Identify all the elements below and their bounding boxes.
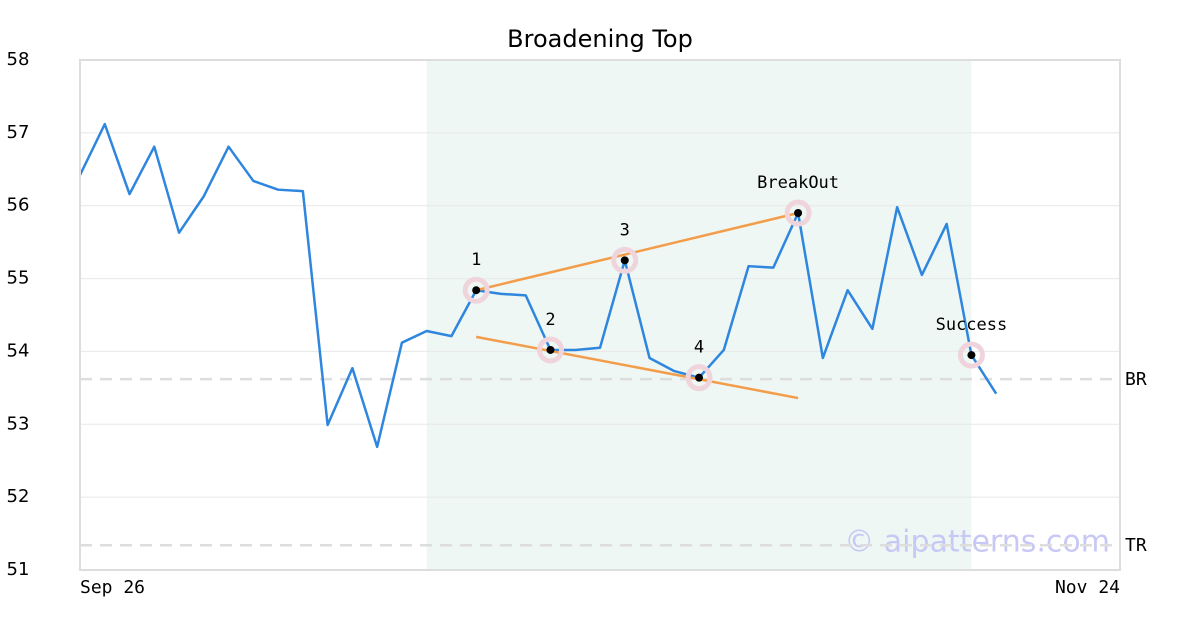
pivot-halo	[536, 336, 564, 364]
pivot-halo	[685, 364, 713, 392]
y-tick-label: 55	[7, 268, 30, 289]
pivot-halo	[611, 246, 639, 274]
ref-line-label: BR	[1125, 369, 1147, 390]
pivot-point	[794, 209, 803, 217]
pivot-label: 4	[694, 338, 704, 358]
pivot-point	[546, 345, 555, 354]
y-tick-label: 51	[7, 559, 30, 580]
pivot-label: BreakOut	[757, 173, 839, 193]
watermark: © aipatterns.com	[844, 525, 1110, 560]
pivot-halo	[784, 199, 812, 227]
x-tick-label: Nov 24	[1055, 577, 1120, 598]
y-tick-label: 52	[7, 486, 30, 507]
pivot-halo	[462, 276, 490, 304]
pivot-point	[695, 373, 704, 382]
pivot-point	[620, 256, 629, 265]
chart-title: Broadening Top	[507, 25, 693, 53]
trend-line	[475, 335, 799, 400]
highlight-region	[426, 60, 972, 570]
ref-line-label: TR	[1125, 535, 1147, 556]
y-tick-label: 58	[7, 49, 30, 70]
y-tick-label: 54	[7, 340, 30, 361]
y-tick-label: 56	[7, 195, 30, 216]
y-tick-label: 57	[7, 122, 30, 143]
pivot-halo	[957, 341, 985, 369]
pivot-label: Success	[936, 315, 1008, 335]
price-line	[78, 122, 998, 449]
pivot-point	[472, 286, 481, 295]
pivot-label: 1	[471, 250, 481, 270]
y-tick-label: 53	[7, 413, 30, 434]
plot-frame	[79, 59, 1121, 571]
pivot-point	[967, 351, 976, 360]
trend-line	[475, 211, 799, 292]
pivot-label: 2	[545, 310, 555, 330]
pivot-label: 3	[620, 220, 630, 240]
x-tick-label: Sep 26	[80, 577, 145, 598]
